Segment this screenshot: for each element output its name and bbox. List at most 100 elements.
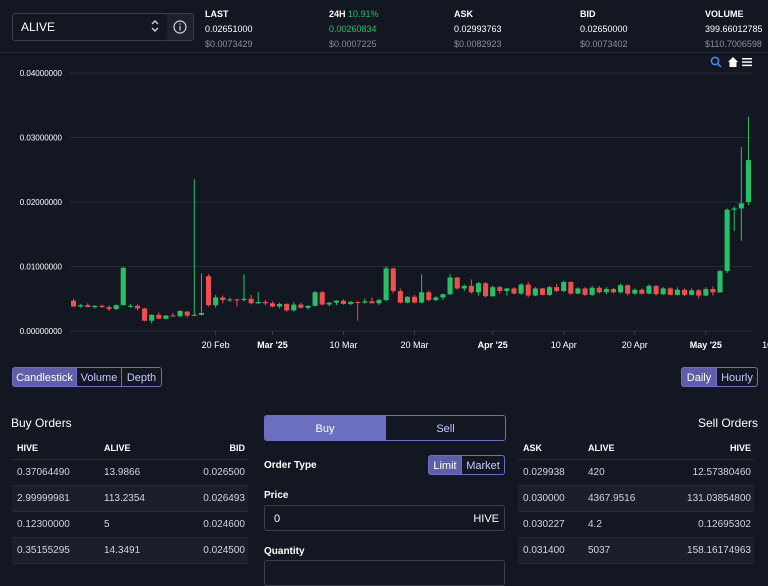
candle-body [397, 291, 403, 303]
table-row[interactable]: 0.35155295 14.3491 0.024500 [12, 538, 248, 564]
sell-tab[interactable]: Sell [385, 415, 506, 441]
table-row[interactable]: 0.030227 4.2 0.12695302 [518, 512, 754, 538]
stat-ask: ASK 0.02993763 $0.0082923 [454, 9, 502, 49]
candle-body [170, 315, 176, 317]
candle-body [142, 308, 148, 321]
price-unit: HIVE [473, 513, 499, 525]
candle-body [78, 305, 84, 307]
candle-body [582, 288, 588, 295]
candle-body [198, 312, 204, 315]
candle-body [738, 203, 744, 209]
candle-body [213, 297, 219, 306]
col-bid: BID [229, 443, 246, 453]
candle-body [255, 301, 261, 304]
cell-ask: 0.030000 [523, 493, 565, 504]
candle-body [603, 289, 609, 293]
table-header: ASK ALIVE HIVE [518, 437, 754, 460]
table-header: HIVE ALIVE BID [12, 437, 248, 460]
sell-orders-title: Sell Orders [697, 416, 758, 430]
table-row[interactable]: 0.37064490 13.9866 0.026500 [12, 460, 248, 486]
candle-body [731, 208, 737, 210]
sell-orders-table: ASK ALIVE HIVE 0.029938 420 12.57380460 … [518, 437, 754, 564]
candle-body [298, 304, 304, 308]
candle-body [674, 289, 680, 295]
x-tick-label: Apr '25 [478, 340, 508, 350]
candle-body [355, 301, 361, 303]
table-row[interactable]: 0.031400 5037 158.16174963 [518, 538, 754, 564]
candle-body [575, 288, 581, 294]
stat-24h-percent: 10.91% [348, 9, 379, 19]
stat-ask-label: ASK [454, 9, 474, 19]
candle-body [220, 297, 226, 301]
stat-volume-value: 399.66012785 [705, 24, 763, 34]
candle-body [113, 305, 119, 310]
candle-body [419, 292, 425, 303]
candle-body [454, 277, 460, 289]
stat-volume: VOLUME 399.66012785 $110.7006598 [705, 9, 763, 49]
cell-alive: 14.3491 [104, 545, 141, 556]
col-hive: HIVE [729, 443, 751, 453]
x-tick-label: Mar '25 [257, 340, 288, 350]
table-row[interactable]: 0.12300000 5 0.024600 [12, 512, 248, 538]
hourly-button[interactable]: Hourly [716, 367, 758, 387]
pair-select[interactable]: ALIVE [12, 13, 168, 41]
candle-body [227, 299, 233, 301]
y-tick-label: 0.03000000 [20, 134, 63, 143]
candle-body [539, 288, 545, 295]
candle-body [610, 289, 617, 293]
candlestick-chart[interactable]: 0.04000000 0.03000000 0.02000000 0.01000000… [0, 60, 768, 360]
candle-body [440, 294, 446, 298]
cell-bid: 0.024500 [203, 545, 245, 556]
price-label: Price [264, 490, 289, 501]
table-row[interactable]: 0.030000 4367.9516 131.03854800 [518, 486, 754, 512]
candle-body [333, 300, 339, 303]
x-tick-label: 20 Apr [622, 340, 648, 350]
x-tick-label: 10 Mar [330, 340, 358, 350]
candle-body [525, 284, 531, 296]
buy-orders-table: HIVE ALIVE BID 0.37064490 13.9866 0.0265… [12, 437, 248, 564]
candle-body [710, 289, 716, 293]
col-alive: ALIVE [588, 443, 615, 453]
y-tick-label: 0.02000000 [20, 198, 63, 207]
candle-body [497, 287, 503, 292]
candle-body [483, 283, 489, 297]
candlestick-button[interactable]: Candlestick [12, 367, 77, 387]
menu-icon[interactable] [741, 56, 753, 68]
cell-hive: 2.99999981 [17, 493, 70, 504]
table-row[interactable]: 0.029938 420 12.57380460 [518, 460, 754, 486]
info-button[interactable] [167, 13, 194, 41]
daily-button[interactable]: Daily [681, 367, 717, 387]
candle-body [362, 301, 368, 303]
candle-body [284, 303, 290, 311]
market-button[interactable]: Market [461, 455, 505, 475]
home-icon[interactable] [727, 56, 739, 68]
candle-body [369, 301, 375, 304]
cell-hive: 131.03854800 [687, 493, 751, 504]
cell-ask: 0.031400 [523, 545, 565, 556]
col-alive: ALIVE [104, 443, 131, 453]
candle-body [106, 307, 112, 310]
chevron-updown-icon [151, 20, 159, 32]
buy-orders-title: Buy Orders [11, 416, 72, 430]
candle-body [468, 285, 474, 293]
cell-hive: 0.35155295 [17, 545, 70, 556]
cell-hive: 158.16174963 [687, 545, 751, 556]
info-icon [173, 20, 187, 34]
table-row[interactable]: 2.99999981 113.2354 0.026493 [12, 486, 248, 512]
candle-body [262, 301, 268, 304]
volume-button[interactable]: Volume [76, 367, 122, 387]
header-divider [0, 52, 768, 53]
stat-last-label: LAST [205, 9, 229, 19]
candle-body [411, 296, 418, 303]
candle-body [340, 300, 347, 304]
candle-body [653, 285, 659, 295]
candle-body [589, 287, 595, 295]
zoom-icon[interactable] [710, 56, 722, 68]
buy-tab[interactable]: Buy [264, 415, 386, 441]
candle-body [205, 276, 212, 306]
depth-button[interactable]: Depth [121, 367, 162, 387]
candle-body [724, 209, 730, 272]
stat-last-value: 0.02651000 [205, 24, 253, 34]
limit-button[interactable]: Limit [428, 455, 462, 475]
price-input[interactable]: 0 HIVE [264, 505, 505, 531]
